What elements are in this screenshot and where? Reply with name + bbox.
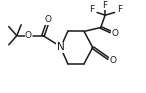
Text: F: F bbox=[117, 5, 122, 14]
Text: F: F bbox=[102, 1, 108, 10]
Text: F: F bbox=[89, 5, 95, 14]
Text: N: N bbox=[57, 43, 65, 52]
Text: O: O bbox=[25, 31, 32, 40]
Text: O: O bbox=[110, 56, 117, 65]
Text: O: O bbox=[112, 29, 119, 38]
Text: O: O bbox=[45, 15, 52, 24]
